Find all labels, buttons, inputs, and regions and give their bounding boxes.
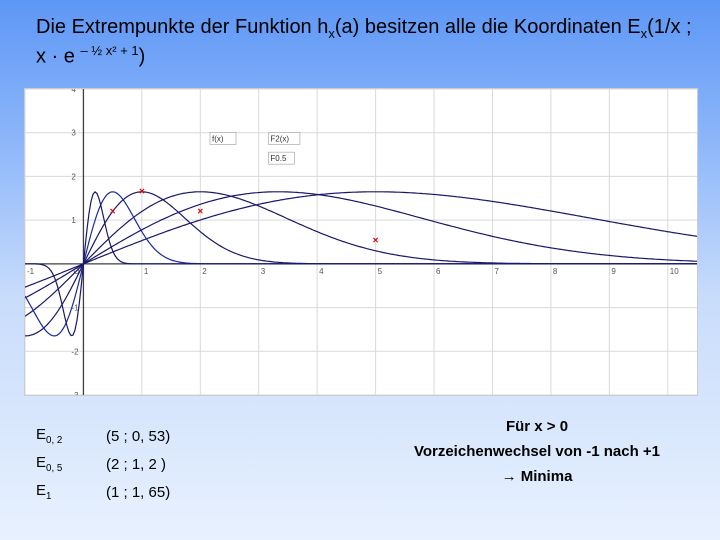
extremum-coord: (5 ; 0, 53) — [106, 428, 246, 445]
svg-text:2: 2 — [202, 267, 207, 276]
svg-text:F2(x): F2(x) — [270, 134, 289, 143]
table-row: E1(1 ; 1, 65) — [36, 478, 246, 506]
svg-text:×: × — [110, 206, 116, 217]
side-notes: Für x > 0 Vorzeichenwechsel von -1 nach … — [382, 418, 692, 485]
svg-text:4: 4 — [319, 267, 324, 276]
slide-root: Die Extrempunkte der Funktion hx(a) besi… — [0, 0, 720, 540]
svg-text:9: 9 — [611, 267, 616, 276]
note-sign-change: Vorzeichenwechsel von -1 nach +1 — [382, 443, 692, 460]
svg-text:3: 3 — [261, 267, 266, 276]
svg-text:3: 3 — [71, 129, 76, 138]
svg-text:10: 10 — [670, 267, 679, 276]
extremum-coord: (1 ; 1, 65) — [106, 484, 246, 501]
extrema-table: E0, 2(5 ; 0, 53)E0, 5(2 ; 1, 2 )E1(1 ; 1… — [36, 422, 246, 506]
svg-text:F0.5: F0.5 — [270, 154, 287, 163]
svg-text:6: 6 — [436, 267, 441, 276]
table-row: E0, 5(2 ; 1, 2 ) — [36, 450, 246, 478]
svg-text:-3: -3 — [71, 391, 79, 395]
svg-text:×: × — [139, 187, 145, 198]
slide-title: Die Extrempunkte der Funktion hx(a) besi… — [36, 14, 696, 70]
svg-text:2: 2 — [71, 172, 76, 181]
svg-text:5: 5 — [378, 267, 383, 276]
extremum-name: E0, 5 — [36, 454, 106, 474]
extremum-name: E0, 2 — [36, 426, 106, 446]
svg-text:1: 1 — [71, 216, 76, 225]
table-row: E0, 2(5 ; 0, 53) — [36, 422, 246, 450]
svg-text:8: 8 — [553, 267, 558, 276]
svg-text:f(x): f(x) — [212, 134, 224, 143]
note-domain: Für x > 0 — [382, 418, 692, 435]
svg-text:1: 1 — [144, 267, 149, 276]
svg-text:-1: -1 — [27, 267, 35, 276]
svg-text:×: × — [373, 236, 379, 247]
function-chart: -112345678910-3-2-11234O××××f(x)F2(x)F0.… — [24, 88, 698, 396]
extremum-coord: (2 ; 1, 2 ) — [106, 456, 246, 473]
svg-text:×: × — [197, 206, 203, 217]
svg-text:7: 7 — [494, 267, 499, 276]
note-minima: → Minima — [382, 468, 692, 485]
svg-text:-2: -2 — [71, 347, 79, 356]
svg-text:4: 4 — [71, 89, 76, 94]
extremum-name: E1 — [36, 482, 106, 502]
